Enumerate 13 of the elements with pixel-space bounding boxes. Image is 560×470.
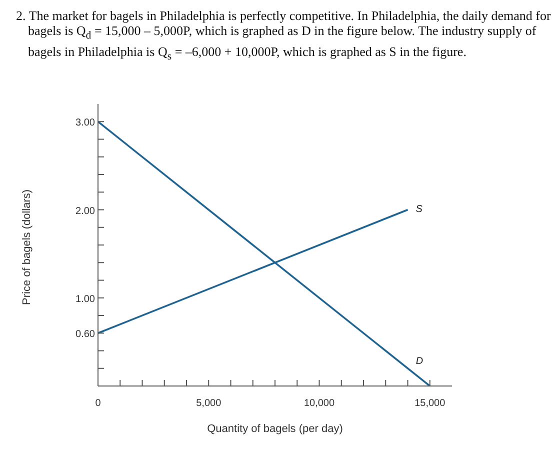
y-axis-title: Price of bagels (dollars) [20,190,33,306]
chart-title: 2. The market for bagels in Philadelphia is perfectly competitive. In Philadelphia, the daily demand for bagels is Q$_{d}$ = 15,000 – 5,000P, which is graphed as D in the figure below. The industry supply of bagels in Philadelphia is Q$_{s}$ = –6,000 + 10,000P, which is graphed as S in the figure. [15,8,552,64]
x-tick-label: 5,000 [196,398,222,410]
y-tick-label: 1.00 [76,294,96,306]
x-axis-title: Quantity of bagels (per day) [207,423,343,436]
y-tick-label: 2.00 [76,206,96,217]
y-tick-label: 3.00 [76,118,96,129]
y-tick-label: 0.60 [76,329,96,340]
x-tick-label: 0 [95,398,102,410]
x-tick-label: 15,000 [414,398,446,410]
series-label: S [416,204,423,215]
series-label: D [416,356,424,368]
x-tick-label: 10,000 [304,398,335,410]
